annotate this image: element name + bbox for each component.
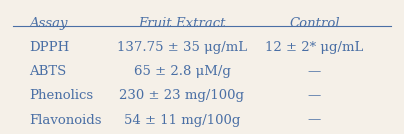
Text: DPPH: DPPH — [29, 41, 70, 54]
Text: 65 ± 2.8 μM/g: 65 ± 2.8 μM/g — [133, 65, 230, 78]
Text: 54 ± 11 mg/100g: 54 ± 11 mg/100g — [124, 114, 240, 127]
Text: 12 ± 2* μg/mL: 12 ± 2* μg/mL — [265, 41, 364, 54]
Text: Phenolics: Phenolics — [29, 89, 94, 102]
Text: Control: Control — [289, 17, 340, 30]
Text: —: — — [308, 114, 321, 127]
Text: Flavonoids: Flavonoids — [29, 114, 102, 127]
Text: Fruit Extract: Fruit Extract — [138, 17, 226, 30]
Text: —: — — [308, 89, 321, 102]
Text: —: — — [308, 65, 321, 78]
Text: 230 ± 23 mg/100g: 230 ± 23 mg/100g — [120, 89, 244, 102]
Text: Assay: Assay — [29, 17, 68, 30]
Text: ABTS: ABTS — [29, 65, 67, 78]
Text: 137.75 ± 35 μg/mL: 137.75 ± 35 μg/mL — [117, 41, 247, 54]
